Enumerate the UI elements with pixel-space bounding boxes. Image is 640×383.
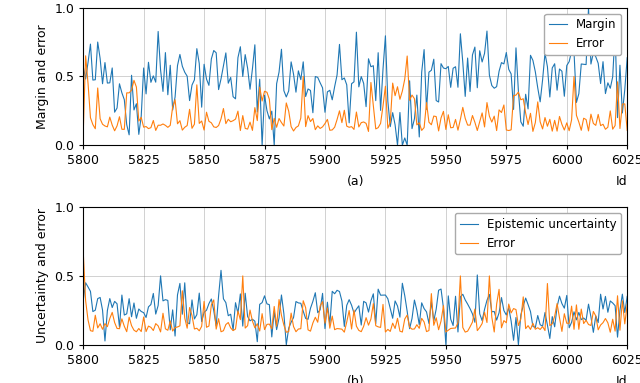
- Error: [379, 302, 387, 307]
- Error: [623, 302, 631, 307]
- Margin: [481, 51, 488, 56]
- Error: [478, 321, 486, 326]
- Error: [607, 330, 614, 334]
- Legend: Epistemic uncertainty, Error: Epistemic uncertainty, Error: [455, 213, 621, 254]
- Margin: [259, 143, 266, 147]
- Error: [79, 249, 87, 254]
- Error: [447, 126, 454, 130]
- Line: Error: Error: [83, 251, 627, 332]
- Error: [381, 84, 389, 88]
- Line: Margin: Margin: [83, 8, 627, 145]
- Epistemic uncertainty: [101, 339, 109, 343]
- Text: (a): (a): [346, 175, 364, 188]
- Error: [104, 124, 111, 129]
- Epistemic uncertainty: [217, 268, 225, 273]
- Error: [614, 293, 621, 298]
- Margin: [381, 34, 389, 38]
- Margin: [422, 107, 430, 112]
- Legend: Margin, Error: Margin, Error: [544, 13, 621, 55]
- Line: Error: Error: [83, 56, 627, 134]
- Error: [623, 128, 631, 133]
- Y-axis label: Uncertainty and error: Uncertainty and error: [36, 208, 49, 344]
- Epistemic uncertainty: [623, 294, 631, 299]
- Error: [101, 321, 109, 326]
- Epistemic uncertainty: [384, 296, 392, 301]
- Margin: [79, 64, 87, 69]
- Margin: [585, 5, 593, 10]
- Epistemic uncertainty: [616, 308, 624, 313]
- Error: [481, 124, 488, 129]
- Epistemic uncertainty: [425, 321, 433, 326]
- Epistemic uncertainty: [449, 323, 457, 328]
- Epistemic uncertainty: [282, 342, 290, 347]
- Line: Epistemic uncertainty: Epistemic uncertainty: [83, 270, 627, 345]
- Error: [82, 54, 90, 58]
- Epistemic uncertainty: [483, 298, 491, 303]
- Margin: [101, 60, 109, 65]
- Error: [444, 328, 452, 332]
- Text: Id: Id: [616, 175, 627, 188]
- Margin: [447, 85, 454, 90]
- Text: (b): (b): [346, 375, 364, 383]
- Error: [420, 320, 428, 324]
- Y-axis label: Margin and error: Margin and error: [36, 24, 49, 129]
- Error: [422, 100, 430, 105]
- Margin: [623, 56, 631, 60]
- Error: [79, 132, 87, 136]
- Text: Id: Id: [616, 375, 627, 383]
- Margin: [616, 63, 624, 67]
- Epistemic uncertainty: [79, 298, 87, 303]
- Error: [614, 80, 621, 84]
